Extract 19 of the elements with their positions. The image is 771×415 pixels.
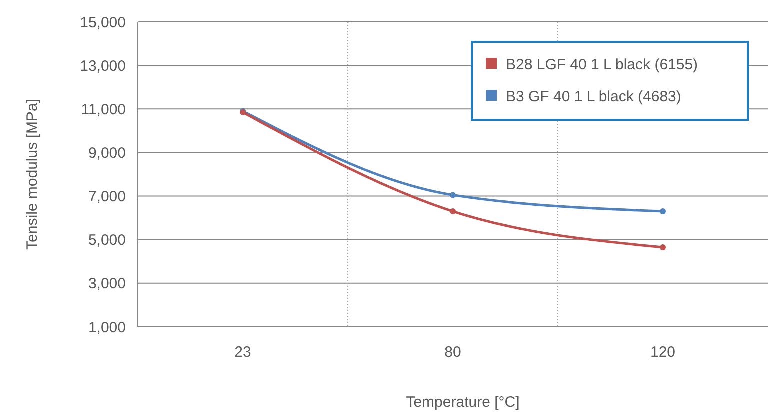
legend-label: B28 LGF 40 1 L black (6155) <box>506 56 698 74</box>
y-tick-label: 9,000 <box>88 144 126 162</box>
x-tick-label: 23 <box>234 344 252 361</box>
x-tick-label: 80 <box>444 344 462 361</box>
x-tick-label: 120 <box>650 344 676 361</box>
y-tick-label: 1,000 <box>88 319 126 336</box>
y-tick-label: 15,000 <box>80 14 126 32</box>
y-tick-label: 11,000 <box>81 101 126 118</box>
y-tick-label: 13,000 <box>80 58 126 75</box>
legend-label: B3 GF 40 1 L black (4683) <box>506 88 682 106</box>
point <box>450 192 456 198</box>
y-tick-label: 7,000 <box>88 188 126 206</box>
point <box>660 208 666 215</box>
y-tick-label: 5,000 <box>88 232 126 250</box>
y-axis-title: Tensile modulus [MPa] <box>24 99 41 250</box>
point <box>450 208 456 215</box>
point <box>660 244 666 250</box>
x-axis-title: Temperature [°C] <box>406 394 520 411</box>
y-tick-label: 3,000 <box>88 276 126 293</box>
